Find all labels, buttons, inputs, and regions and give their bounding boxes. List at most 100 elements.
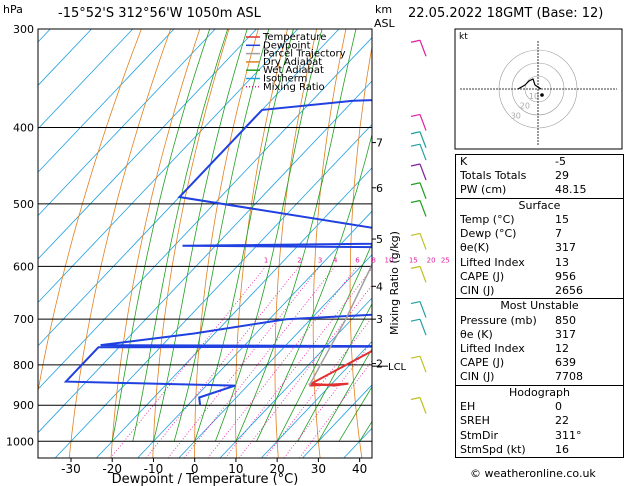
wind-barb [419,144,427,161]
wind-barb-flag [410,265,421,269]
surface-value: 2656 [555,284,583,297]
surface-label: Dewp (°C) [460,227,517,241]
most-unstable-label: CIN (J) [460,370,495,384]
hodograph-ring-label: 10 [529,92,539,101]
pressure-tick-label: 1000 [6,435,34,448]
most-unstable-value: 850 [555,313,576,327]
x-tick-label: 0 [191,462,199,476]
surface-label: θe(K) [460,241,490,255]
pressure-tick-label: 900 [13,399,34,412]
hodograph-group: Hodograph EH 0 SREH 22 StmDir 311° StmSpd (kt)… [456,384,623,457]
isotherm-line [96,167,372,458]
surface-group: Surface Temp (°C) 15 Dewp (°C) 7 θe(K) 317 Lif… [456,197,623,299]
wind-barb-flag [410,113,421,118]
skewt-grid [0,29,372,458]
dry-adiabat-line [194,29,259,458]
dry-adiabat-line [110,29,201,458]
wind-barb [419,163,427,181]
wind-barb-flag [410,199,421,204]
surface-value: 15 [555,213,569,227]
hodograph-trace [517,78,542,90]
wind-barb [419,114,427,131]
hodograph-stat-value: 22 [555,414,569,428]
dry-adiabat-line [38,29,142,394]
x-tick-label: -20 [102,462,122,476]
asl-axis-label: ASL [374,17,396,30]
plot-frame [37,28,373,459]
wind-barb [419,397,427,414]
indices-panel: K -5 Totals Totals 29 PW (cm) 48.15 Surface… [455,154,624,458]
x-tick-label: 40 [352,462,367,476]
mixing-ratio-line [207,266,358,458]
wind-barb-flag [410,232,421,237]
km-tick-label: 3 [376,313,383,326]
legend-label: Parcel Trajectory [263,49,346,60]
dry-adiabat-line [349,44,372,458]
hodograph-header: Hodograph [509,385,570,399]
dry-adiabat-line [274,29,318,458]
mixing-ratio-label: 15 [409,256,418,264]
surface-label: CIN (J) [460,284,495,297]
surface-row: Temp (°C) 15 [456,213,623,227]
surface-row: CAPE (J) 956 [456,270,623,284]
legend-label: Mixing Ratio [263,82,325,93]
most-unstable-row: Lifted Index 12 [456,342,623,356]
wet-adiabat-line [318,348,372,442]
hodograph-stat-value: 0 [555,400,562,414]
most-unstable-value: 12 [555,342,569,356]
most-unstable-label: CAPE (J) [460,356,505,370]
most-unstable-row: CAPE (J) 639 [456,356,623,370]
most-unstable-row: Pressure (mb) 850 [456,314,623,328]
isotherm-line [38,29,92,86]
isotherm-line [38,29,134,130]
mixing-ratio-label: 8 [372,256,376,264]
surface-header: Surface [518,198,561,212]
mixing-ratio-line [283,340,372,458]
wind-barb-flag [410,355,421,359]
surface-value: 956 [555,269,576,283]
surface-value: 7 [555,227,562,241]
mixing-ratio-line [264,316,372,458]
km-tick-label: 5 [376,233,383,246]
pressure-tick-label: 700 [13,313,34,326]
mixing-ratio-line [238,284,372,458]
wet-adiabat-line [111,29,211,442]
wet-adiabat-line [132,29,229,442]
km-tick-label: 4 [376,280,383,293]
mixing-ratio-label: 1 [264,256,268,264]
wet-adiabat-line [297,303,372,442]
km-axis-label: km [375,3,392,16]
dry-adiabat-line [68,29,171,458]
dry-adiabat-line [152,29,230,458]
wind-barb-flag [410,143,421,147]
isotherm-line [0,29,9,458]
hodograph-stat-label: StmDir [460,428,499,442]
km-tick-label: 6 [376,182,383,195]
mixing-ratio-label: 20 [427,256,436,264]
surface-label: CAPE (J) [460,269,505,283]
legend-label: Dry Adiabat [263,57,322,68]
x-tick-label: 30 [311,462,326,476]
hodograph-stat-value: 311° [555,428,582,442]
most-unstable-value: 7708 [555,370,583,384]
pw-row: PW (cm) 48.15 [460,183,587,197]
hpa-axis-label: hPa [3,3,23,16]
isotherm-line [38,29,340,347]
isotherm-line [178,254,372,458]
wind-barb-flag [410,318,421,322]
mixing-ratio-line [145,266,300,458]
hodograph-ring-label: 30 [511,111,521,120]
mixing-ratio-line [298,360,372,458]
wind-barb [419,355,427,373]
most-unstable-label: Pressure (mb) [460,313,537,327]
mixing-ratio-label: 25 [441,256,450,264]
wind-barb-flag [410,131,421,135]
isotherm-line [38,29,51,43]
skewt-series [63,99,372,406]
hodograph-stat-label: EH [460,400,476,414]
wet-adiabat-line [276,242,372,442]
storm-motion-marker [540,93,544,97]
mixing-ratio-label: 2 [297,256,301,264]
